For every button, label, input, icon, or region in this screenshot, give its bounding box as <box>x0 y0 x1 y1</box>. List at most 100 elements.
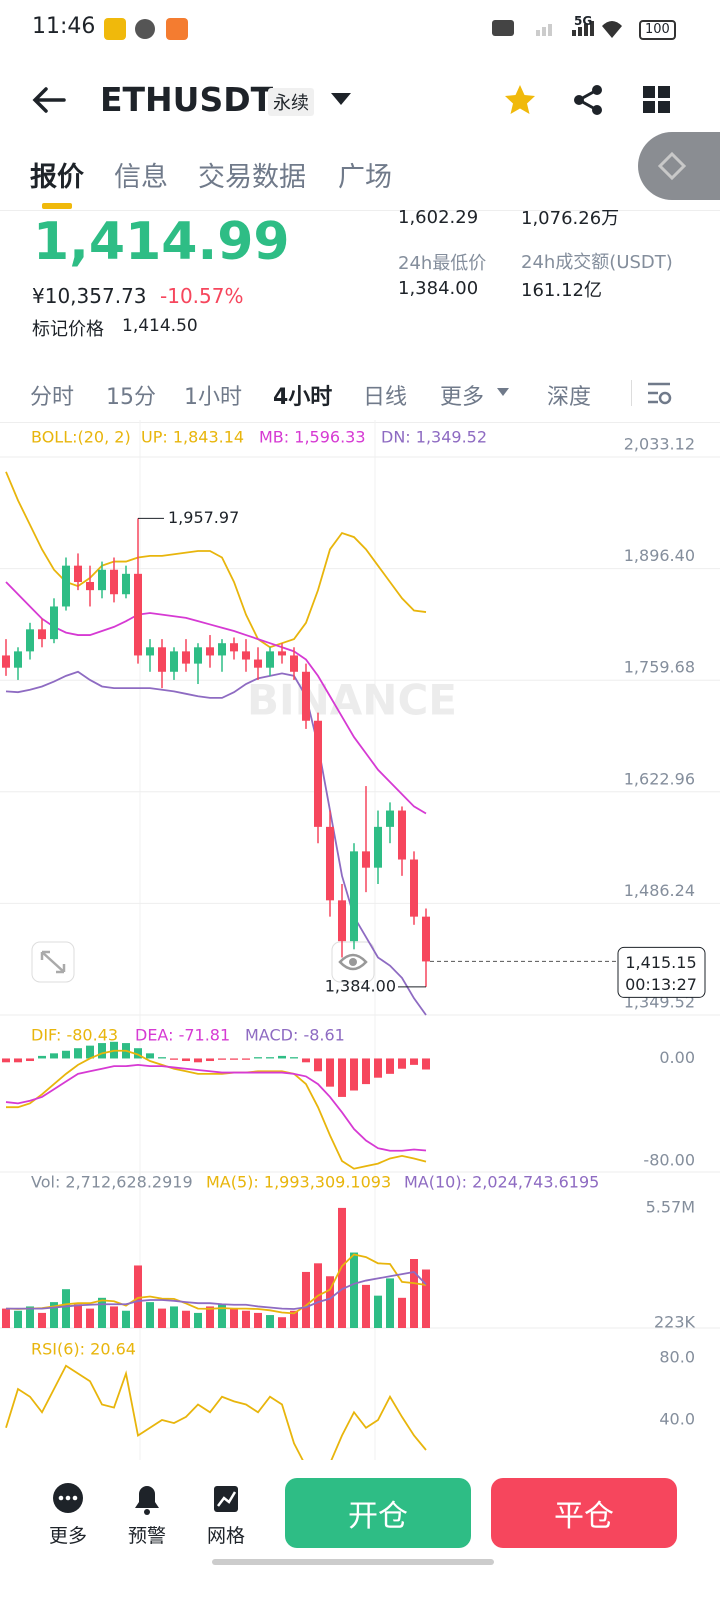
candle-body <box>122 573 130 595</box>
home-indicator <box>212 1559 494 1565</box>
macd-bar <box>206 1058 214 1062</box>
close-button[interactable]: 平仓 <box>491 1478 677 1548</box>
volume-bar <box>350 1252 358 1328</box>
candle-body <box>266 651 274 668</box>
y-tick-label: 1,759.68 <box>624 658 695 677</box>
interval[interactable]: 1小时 <box>184 385 242 410</box>
macd-bar <box>218 1058 226 1060</box>
candle-body <box>302 671 310 721</box>
candle-body <box>86 581 94 591</box>
layout-button[interactable] <box>642 85 672 115</box>
volume-bar <box>278 1317 286 1328</box>
indicator-settings[interactable] <box>646 381 672 405</box>
macd-bar <box>146 1053 154 1059</box>
symbol-dropdown[interactable] <box>330 92 352 106</box>
volume-bar <box>254 1312 262 1328</box>
indicator-label: DEA: -71.81 <box>135 1026 230 1045</box>
macd-bar <box>2 1058 10 1063</box>
volume-bar <box>242 1310 250 1328</box>
divider <box>0 422 720 423</box>
floating-button[interactable] <box>638 132 720 200</box>
indicator-label: MACD: -8.61 <box>245 1026 345 1045</box>
signal-icons <box>492 20 622 38</box>
tab[interactable]: 广场 <box>338 162 392 193</box>
candle-body <box>290 655 298 672</box>
volume-bar <box>134 1265 142 1328</box>
macd-bar <box>242 1058 250 1060</box>
candle-body <box>326 826 334 901</box>
macd-bar <box>74 1048 82 1059</box>
indicator-label: BOLL:(20, 2) <box>31 428 131 447</box>
volume-bar <box>326 1276 334 1328</box>
volume-bar <box>50 1302 58 1328</box>
interval[interactable]: 4小时 <box>273 385 333 410</box>
interval[interactable]: 15分 <box>106 385 156 410</box>
last-price-label: 1,415.15 <box>625 953 696 972</box>
candle-body <box>362 851 370 868</box>
more-caret <box>497 388 509 396</box>
candle-body <box>206 647 214 656</box>
rsi-line <box>5 1364 427 1460</box>
candle-body <box>374 826 382 868</box>
clock: 11:46 <box>32 14 96 39</box>
symbol[interactable]: ETHUSDT <box>100 80 274 119</box>
back-button[interactable] <box>30 84 70 116</box>
action-label[interactable]: 预警 <box>127 1525 166 1547</box>
macd-bar <box>422 1058 430 1070</box>
macd-bar <box>182 1058 190 1062</box>
macd-bar <box>158 1057 166 1059</box>
y-tick-label: 223K <box>654 1313 696 1332</box>
divider <box>0 210 720 211</box>
volume-bar <box>122 1310 130 1328</box>
y-tick-label: 80.0 <box>659 1348 695 1367</box>
watermark: BINANCE <box>247 676 457 725</box>
candle-body <box>2 655 10 668</box>
interval[interactable]: 深度 <box>547 385 592 410</box>
network: 5G <box>574 14 593 28</box>
macd-bar <box>386 1058 394 1074</box>
interval[interactable]: 更多 <box>440 385 485 410</box>
macd-bar <box>26 1058 34 1062</box>
macd-bar <box>338 1058 346 1097</box>
favorite-button[interactable] <box>504 84 536 116</box>
expand-button[interactable] <box>31 941 75 983</box>
macd-bar <box>266 1057 274 1059</box>
action-label[interactable]: 网格 <box>206 1525 245 1547</box>
share-button[interactable] <box>572 84 604 116</box>
y-tick-label: 1,896.40 <box>624 546 695 565</box>
tab[interactable]: 信息 <box>114 162 168 193</box>
macd-bar <box>362 1058 370 1085</box>
mark-label: 标记价格 <box>32 319 104 340</box>
indicator-label: DN: 1,349.52 <box>381 428 487 447</box>
macd-bar <box>170 1058 178 1060</box>
candle-body <box>110 569 118 595</box>
volume-bar <box>422 1269 430 1328</box>
kline-chart: BINANCE 2,033.12 1,896.40 1,759.68 1,622.96… <box>0 420 720 1460</box>
mark-price: 1,414.50 <box>122 316 198 336</box>
action-label[interactable]: 更多 <box>48 1525 87 1547</box>
macd-bar <box>302 1058 310 1063</box>
volume-bar <box>110 1306 118 1328</box>
change: -10.57% <box>160 284 244 308</box>
y-tick-label: 1,486.24 <box>624 881 695 900</box>
tab[interactable]: 交易数据 <box>198 162 306 193</box>
volume-bar <box>38 1312 46 1328</box>
volume-bar <box>386 1278 394 1328</box>
volume-bar <box>98 1297 106 1328</box>
candle-body <box>350 851 358 942</box>
interval[interactable]: 日线 <box>363 385 408 410</box>
macd-bar <box>98 1043 106 1059</box>
divider <box>631 380 632 406</box>
open-button[interactable]: 开仓 <box>285 1478 471 1548</box>
macd-bar <box>254 1057 262 1059</box>
candle-body <box>194 647 202 664</box>
candle-body <box>50 606 58 640</box>
interval[interactable]: 分时 <box>30 385 75 410</box>
y-tick-label: 1,622.96 <box>624 769 695 788</box>
volume-bar <box>146 1302 154 1328</box>
indicator-label: MA(5): 1,993,309.1093 <box>206 1173 391 1192</box>
candle-body <box>62 565 70 607</box>
stat-value: 1,384.00 <box>398 278 479 299</box>
tab[interactable]: 报价 <box>30 162 84 193</box>
stat-value: 1,076.26万 <box>521 208 620 229</box>
